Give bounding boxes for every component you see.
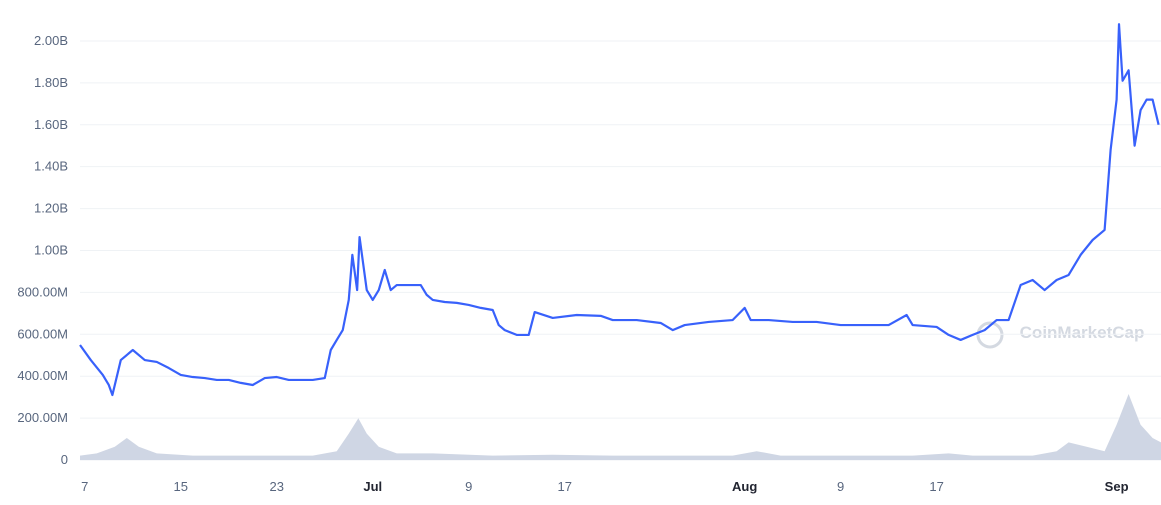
watermark-logo	[976, 321, 1004, 349]
x-tick-label: 9	[837, 479, 844, 494]
x-tick-label: 17	[929, 479, 943, 494]
y-tick-label: 400.00M	[17, 368, 68, 383]
price-line	[79, 23, 1160, 397]
x-tick-label: 15	[174, 479, 188, 494]
y-tick-label: 0	[61, 452, 68, 467]
volume-area	[80, 394, 1161, 460]
y-tick-label: 1.20B	[34, 201, 68, 216]
x-tick-label: Jul	[363, 479, 382, 494]
x-tick-label: 7	[81, 479, 88, 494]
x-tick-label: 17	[557, 479, 571, 494]
y-tick-label: 1.00B	[34, 242, 68, 257]
x-tick-label: Sep	[1105, 479, 1129, 494]
y-tick-label: 1.40B	[34, 159, 68, 174]
y-tick-label: 800.00M	[17, 284, 68, 299]
y-tick-label: 1.60B	[34, 117, 68, 132]
x-tick-label: 9	[465, 479, 472, 494]
x-tick-label: Aug	[732, 479, 757, 494]
y-tick-label: 200.00M	[17, 410, 68, 425]
watermark: CoinMarketCap	[1020, 323, 1145, 342]
y-tick-label: 2.00B	[34, 33, 68, 48]
x-tick-label: 23	[270, 479, 284, 494]
y-tick-label: 600.00M	[17, 326, 68, 341]
y-tick-label: 1.80B	[34, 75, 68, 90]
